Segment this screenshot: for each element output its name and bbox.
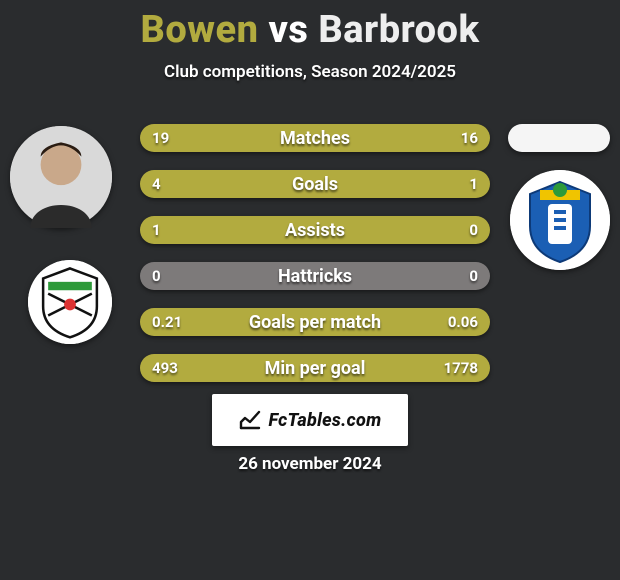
stat-label: Assists [285, 220, 345, 241]
title-player1: Bowen [140, 8, 258, 52]
stat-right-value: 0.06 [448, 313, 478, 331]
stat-right-value: 16 [461, 129, 478, 147]
stat-label: Matches [280, 128, 350, 149]
shield-icon [510, 170, 610, 270]
stat-left-value: 4 [152, 175, 161, 193]
player-left-avatar [10, 126, 112, 228]
stat-right-value: 1 [469, 175, 478, 193]
stat-left-value: 0.21 [152, 313, 182, 331]
stat-label: Goals [292, 174, 338, 195]
stat-bar: 1 Assists 0 [140, 216, 490, 244]
stat-bar: 493 Min per goal 1778 [140, 354, 490, 382]
shield-icon [28, 260, 112, 344]
club-left-crest [28, 260, 112, 344]
stat-label: Goals per match [249, 312, 381, 333]
club-right-crest [510, 170, 610, 270]
stat-bars: 19 Matches 16 4 Goals 1 1 Assists 0 0 Hattricks 0 0.… [140, 124, 490, 400]
date-text: 26 november 2024 [0, 454, 620, 474]
page-title: Bowen vs Barbrook [0, 8, 620, 52]
stat-bar: 4 Goals 1 [140, 170, 490, 198]
brand-box: FcTables.com [212, 394, 408, 446]
player-right-avatar [508, 124, 610, 152]
stat-bar: 0.21 Goals per match 0.06 [140, 308, 490, 336]
stat-left-value: 19 [152, 129, 169, 147]
stat-right-value: 0 [469, 267, 478, 285]
stat-label: Hattricks [278, 266, 352, 287]
title-vs: vs [269, 8, 319, 52]
stat-bar: 0 Hattricks 0 [140, 262, 490, 290]
chart-icon [238, 408, 262, 432]
stat-bar: 19 Matches 16 [140, 124, 490, 152]
title-player2: Barbrook [318, 8, 479, 52]
stat-right-value: 1778 [444, 359, 478, 377]
stat-right-value: 0 [469, 221, 478, 239]
stat-left-value: 493 [152, 359, 178, 377]
subtitle: Club competitions, Season 2024/2025 [0, 62, 620, 82]
stat-left-value: 1 [152, 221, 161, 239]
person-icon [10, 126, 112, 228]
stat-label: Min per goal [265, 358, 366, 379]
stat-left-value: 0 [152, 267, 161, 285]
brand-text: FcTables.com [268, 410, 381, 431]
